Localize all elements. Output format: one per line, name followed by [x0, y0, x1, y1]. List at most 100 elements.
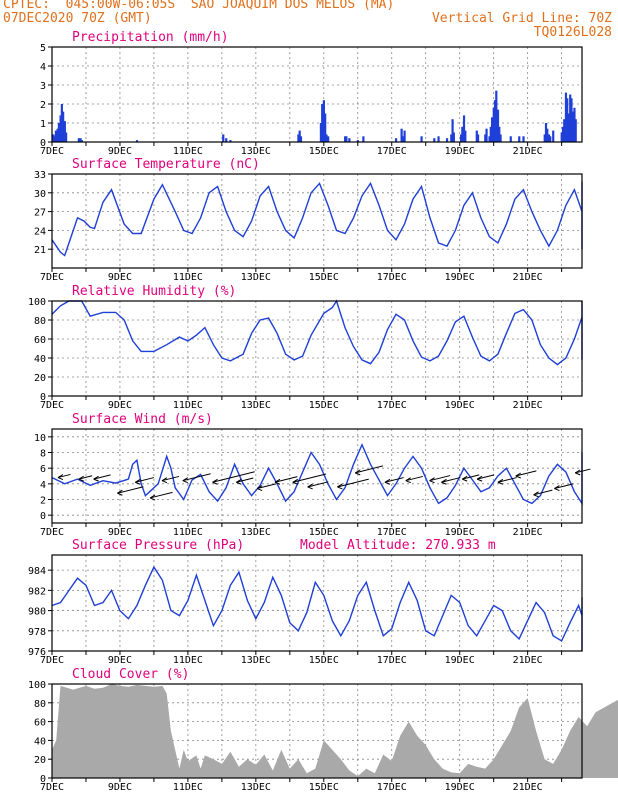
precipitation-xtick-label: 15DEC — [309, 146, 339, 157]
header-date: 07DEC2020 70Z (GMT) — [3, 11, 152, 26]
precipitation-title: Precipitation (mm/h) — [72, 30, 229, 45]
wind-arrow-head — [134, 478, 141, 485]
cloud-cover-ytick-label: 60 — [34, 718, 46, 729]
wind-xtick-label: 17DEC — [377, 527, 407, 538]
precip-bar — [80, 140, 83, 142]
cloud-cover-ytick-label: 80 — [34, 699, 46, 710]
wind-arrow — [405, 475, 423, 482]
precip-bar — [564, 92, 568, 142]
precip-bar — [403, 130, 406, 142]
precip-bar — [433, 138, 436, 142]
cloud-cover-ytick-label: 100 — [28, 680, 46, 691]
wind-arrow-head — [57, 474, 64, 481]
precip-bar — [496, 109, 500, 142]
humidity-line — [51, 299, 583, 366]
precip-bar — [400, 128, 403, 142]
precip-bar — [60, 104, 63, 142]
precip-bar — [322, 100, 325, 142]
precip-bar — [79, 138, 82, 142]
precip-bar — [348, 138, 351, 142]
wind-arrow — [307, 481, 329, 488]
cloud-cover-title: Cloud Cover (%) — [72, 667, 189, 682]
wind-arrow — [149, 491, 173, 499]
precip-bar — [522, 136, 525, 142]
precip-bar — [62, 111, 65, 142]
precip-bar — [518, 136, 521, 142]
cloud-cover-xtick-label: 21DEC — [513, 782, 543, 793]
wind-arrow-head — [554, 485, 560, 491]
wind-arrow — [212, 471, 255, 483]
wind-arrow-head — [161, 477, 168, 484]
precip-bar — [57, 123, 60, 142]
precip-bar — [451, 119, 454, 142]
pressure-ytick-label: 978 — [28, 627, 46, 638]
precip-bar — [464, 130, 467, 142]
wind-arrow-head — [149, 494, 156, 501]
header-line1: CPTEC: 045:00W-06:05S SAO JOAQUIM DOS ME… — [3, 0, 395, 12]
pressure-xtick-label: 15DEC — [309, 655, 339, 666]
wind-title: Surface Wind (m/s) — [72, 412, 213, 427]
pressure-annotation: Model Altitude: 270.933 m — [300, 538, 496, 553]
wind-arrow — [462, 474, 480, 480]
wind-arrow — [93, 474, 111, 480]
temperature-ytick-label: 24 — [34, 226, 46, 237]
pressure-xtick-label: 11DEC — [173, 655, 203, 666]
pressure-ytick-label: 980 — [28, 607, 46, 618]
humidity-xtick-label: 13DEC — [241, 400, 271, 411]
precip-bar — [459, 134, 463, 142]
temperature-xtick-label: 19DEC — [445, 272, 475, 283]
precip-bar — [401, 136, 404, 142]
wind-xtick-label: 15DEC — [309, 527, 339, 538]
precip-bar — [450, 134, 453, 142]
precipitation-panel: Precipitation (mm/h) 0 1 2 3 4 5 7DEC 9DEC 11DEC 1… — [40, 30, 583, 157]
precip-bar — [299, 136, 303, 142]
humidity-panel: Relative Humidity (%) 0 20 40 60 80 100 7DEC 9DE… — [28, 284, 583, 411]
precip-bar — [321, 104, 324, 142]
wind-xtick-label: 11DEC — [173, 527, 203, 538]
precip-bar — [490, 117, 494, 142]
precip-bar — [509, 136, 512, 142]
humidity-xtick-label: 9DEC — [108, 400, 132, 411]
precip-bar — [324, 113, 327, 142]
wind-ytick-label: 10 — [34, 433, 46, 444]
precip-bar — [488, 136, 491, 142]
wind-xtick-label: 13DEC — [241, 527, 271, 538]
wind-arrow — [476, 474, 495, 480]
humidity-ytick-label: 60 — [34, 335, 46, 346]
precip-bar — [498, 126, 501, 142]
humidity-ytick-label: 80 — [34, 316, 46, 327]
precip-bar — [344, 136, 347, 142]
precip-bar — [222, 134, 225, 142]
pressure-ytick-label: 976 — [28, 647, 46, 658]
precip-bar — [56, 128, 59, 142]
wind-ytick-label: 8 — [40, 449, 46, 460]
temperature-xtick-label: 11DEC — [173, 272, 203, 283]
wind-arrow-head — [476, 475, 483, 482]
precip-bar — [362, 136, 365, 142]
wind-arrow — [274, 476, 298, 483]
precip-bar — [574, 119, 577, 142]
wind-arrow — [256, 483, 277, 490]
humidity-xtick-label: 19DEC — [445, 400, 475, 411]
precip-bar — [567, 113, 570, 142]
wind-arrow — [497, 477, 517, 483]
precipitation-ytick-label: 3 — [40, 81, 46, 92]
precip-bar — [560, 132, 563, 142]
precip-bar — [547, 134, 551, 142]
humidity-frame — [51, 300, 583, 397]
wind-arrow — [78, 475, 93, 480]
precip-bar — [495, 90, 498, 142]
cloud-cover-ytick-label: 0 — [40, 774, 46, 785]
precip-bar — [493, 100, 497, 142]
precip-bar — [77, 138, 80, 142]
wind-arrow-head — [441, 478, 447, 485]
temperature-title: Surface Temperature (nC) — [72, 157, 260, 172]
wind-arrow-head — [384, 478, 391, 485]
wind-arrow — [57, 473, 71, 479]
wind-ytick-label: 2 — [40, 496, 46, 507]
wind-arrow — [161, 475, 180, 482]
wind-arrow — [533, 489, 553, 496]
precip-bar — [225, 138, 228, 142]
wind-arrow — [575, 468, 591, 474]
